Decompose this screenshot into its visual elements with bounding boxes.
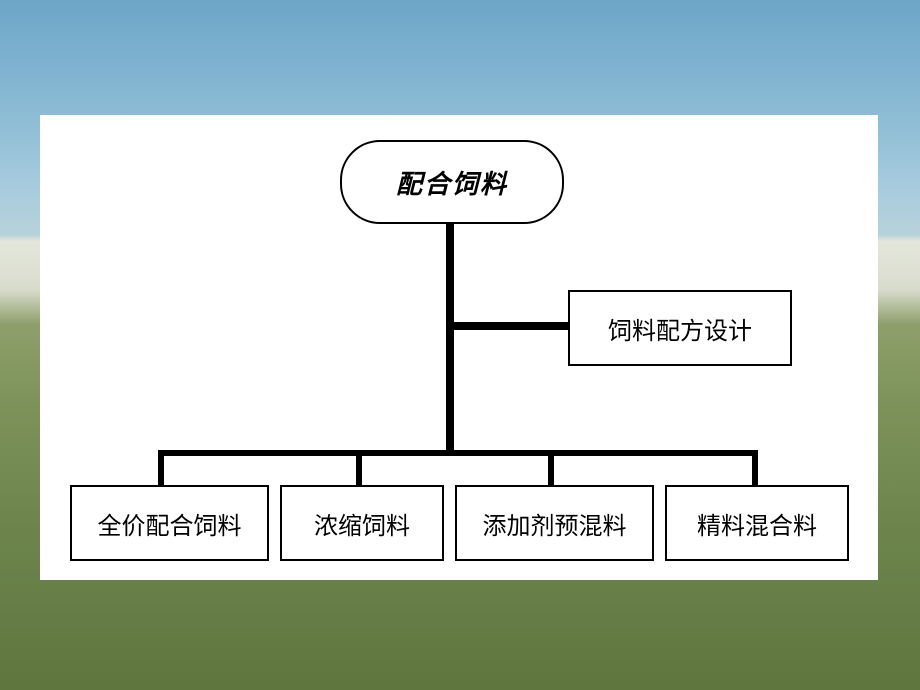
leaf-label-3: 精料混合料 (697, 506, 817, 541)
leaf-label-2: 添加剂预混料 (483, 506, 627, 541)
trunk-vertical (446, 222, 454, 455)
leaf-node-2: 添加剂预混料 (455, 485, 654, 561)
leaf-label-0: 全价配合饲料 (98, 506, 242, 541)
leaf-drop-2 (548, 450, 554, 487)
leaf-drop-1 (356, 450, 362, 487)
leaf-node-1: 浓缩饲料 (280, 485, 444, 561)
root-label: 配合饲料 (396, 164, 508, 201)
side-node: 饲料配方设计 (568, 290, 792, 366)
leaf-drop-3 (752, 450, 758, 487)
root-node: 配合饲料 (340, 140, 564, 224)
side-label: 饲料配方设计 (608, 311, 752, 346)
diagram-card: 配合饲料 饲料配方设计 全价配合饲料 浓缩饲料 添加剂预混料 精料混合料 (40, 115, 878, 580)
leaf-label-1: 浓缩饲料 (314, 506, 410, 541)
leaf-node-0: 全价配合饲料 (70, 485, 269, 561)
leaf-drop-0 (158, 450, 164, 487)
leaf-node-3: 精料混合料 (665, 485, 849, 561)
leaf-bus (158, 450, 758, 456)
side-branch-horizontal (446, 322, 572, 330)
